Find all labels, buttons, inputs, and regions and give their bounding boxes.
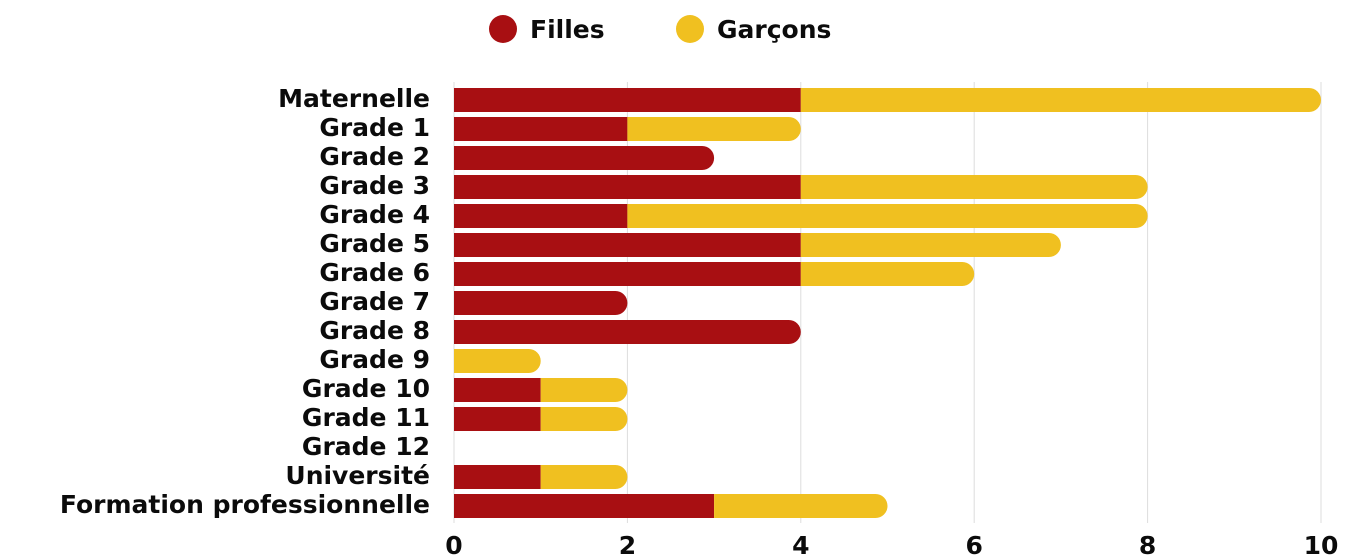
category-label: Grade 11 — [302, 403, 430, 432]
bar-group — [454, 349, 541, 373]
bar-group — [454, 88, 1321, 112]
category-label: Grade 8 — [319, 316, 430, 345]
x-tick-label: 8 — [1139, 531, 1156, 555]
legend-item: Filles — [489, 15, 605, 44]
bar-segment-filles — [454, 233, 801, 257]
bar-segment-garcons — [800, 175, 1148, 199]
bar-group — [454, 494, 888, 518]
legend-item: Garçons — [676, 15, 831, 44]
bar-segment-filles — [454, 146, 715, 170]
bar-segment-garcons — [540, 378, 628, 402]
x-tick-label: 0 — [445, 531, 462, 555]
x-tick-label: 2 — [619, 531, 636, 555]
bar-segment-filles — [454, 175, 801, 199]
legend-label: Filles — [530, 15, 605, 44]
bar-segment-filles — [454, 262, 801, 286]
bar-segment-filles — [454, 494, 715, 518]
bar-segment-filles — [454, 88, 801, 112]
x-tick-label: 6 — [965, 531, 982, 555]
bar-group — [454, 465, 628, 489]
category-label: Grade 7 — [319, 287, 430, 316]
category-label: Grade 10 — [302, 374, 430, 403]
bar-group — [454, 262, 975, 286]
category-label: Grade 9 — [319, 345, 430, 374]
bar-group — [454, 320, 801, 344]
x-tick-label: 4 — [792, 531, 809, 555]
bar-group — [454, 407, 628, 431]
bars — [454, 88, 1321, 518]
bar-segment-filles — [454, 465, 541, 489]
category-label: Maternelle — [278, 84, 430, 113]
bar-group — [454, 291, 628, 315]
bar-segment-filles — [454, 117, 628, 141]
category-label: Formation professionnelle — [60, 490, 430, 519]
bar-segment-filles — [454, 291, 628, 315]
legend-swatch — [676, 15, 704, 43]
category-label: Grade 6 — [319, 258, 430, 287]
category-label: Grade 3 — [319, 171, 430, 200]
legend-swatch — [489, 15, 517, 43]
bar-segment-garcons — [627, 117, 801, 141]
bar-group — [454, 378, 628, 402]
bar-segment-garcons — [454, 349, 541, 373]
bar-segment-garcons — [627, 204, 1148, 228]
bar-segment-garcons — [540, 407, 628, 431]
legend: Filles Garçons — [489, 15, 831, 44]
x-axis-tick-labels: 0 2 4 6 8 10 — [445, 531, 1338, 555]
bar-segment-garcons — [714, 494, 888, 518]
category-label: Grade 2 — [319, 142, 430, 171]
bar-segment-garcons — [800, 233, 1061, 257]
category-label: Grade 12 — [302, 432, 430, 461]
category-label: Grade 4 — [319, 200, 430, 229]
x-tick-label: 10 — [1304, 531, 1339, 555]
bar-segment-filles — [454, 204, 628, 228]
bar-segment-garcons — [800, 88, 1321, 112]
bar-group — [454, 117, 801, 141]
bar-segment-filles — [454, 407, 541, 431]
bar-group — [454, 175, 1148, 199]
legend-label: Garçons — [717, 15, 831, 44]
category-label: Université — [285, 461, 430, 490]
bar-group — [454, 146, 715, 170]
bar-segment-filles — [454, 378, 541, 402]
bar-segment-filles — [454, 320, 801, 344]
category-label: Grade 5 — [319, 229, 430, 258]
bar-group — [454, 233, 1061, 257]
bar-segment-garcons — [540, 465, 628, 489]
bar-group — [454, 204, 1148, 228]
bar-segment-garcons — [800, 262, 975, 286]
category-label: Grade 1 — [319, 113, 430, 142]
